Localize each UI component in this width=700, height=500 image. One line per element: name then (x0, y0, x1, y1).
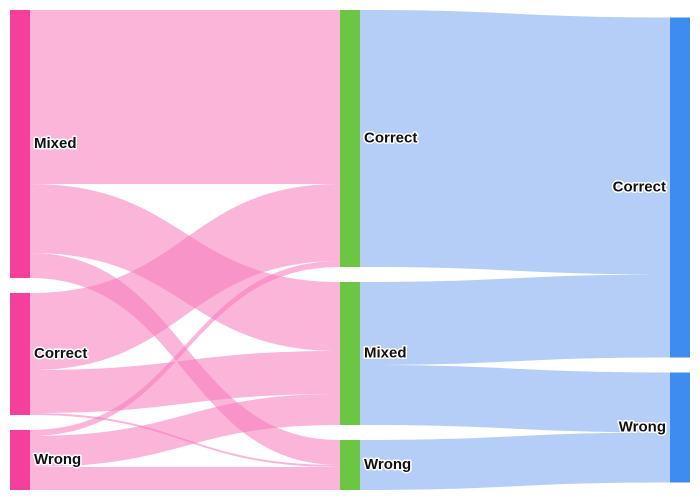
node-label: Correct (364, 129, 417, 146)
node-label: Wrong (364, 456, 411, 473)
node-label: Correct (34, 345, 87, 362)
link (360, 274, 670, 365)
node (10, 10, 30, 278)
node-label: Wrong (619, 418, 666, 435)
node (340, 282, 360, 425)
node (340, 10, 360, 267)
link (30, 394, 340, 467)
node-label: Mixed (364, 344, 407, 361)
link (30, 261, 340, 436)
link (30, 467, 340, 490)
link (30, 253, 340, 465)
node (340, 440, 360, 490)
link (30, 351, 340, 413)
link (360, 365, 670, 433)
node (670, 372, 690, 483)
node-label: Correct (613, 178, 666, 195)
link (360, 10, 670, 275)
node (670, 17, 690, 358)
node-label: Mixed (34, 135, 77, 152)
node (10, 293, 30, 415)
node-label: Wrong (34, 451, 81, 468)
node (10, 430, 30, 490)
nodes: Mixed Correct Wrong Correct Mixed Wrong Correc… (10, 10, 690, 490)
link (30, 10, 340, 184)
links (30, 10, 670, 490)
link (30, 184, 340, 370)
link (360, 432, 670, 490)
